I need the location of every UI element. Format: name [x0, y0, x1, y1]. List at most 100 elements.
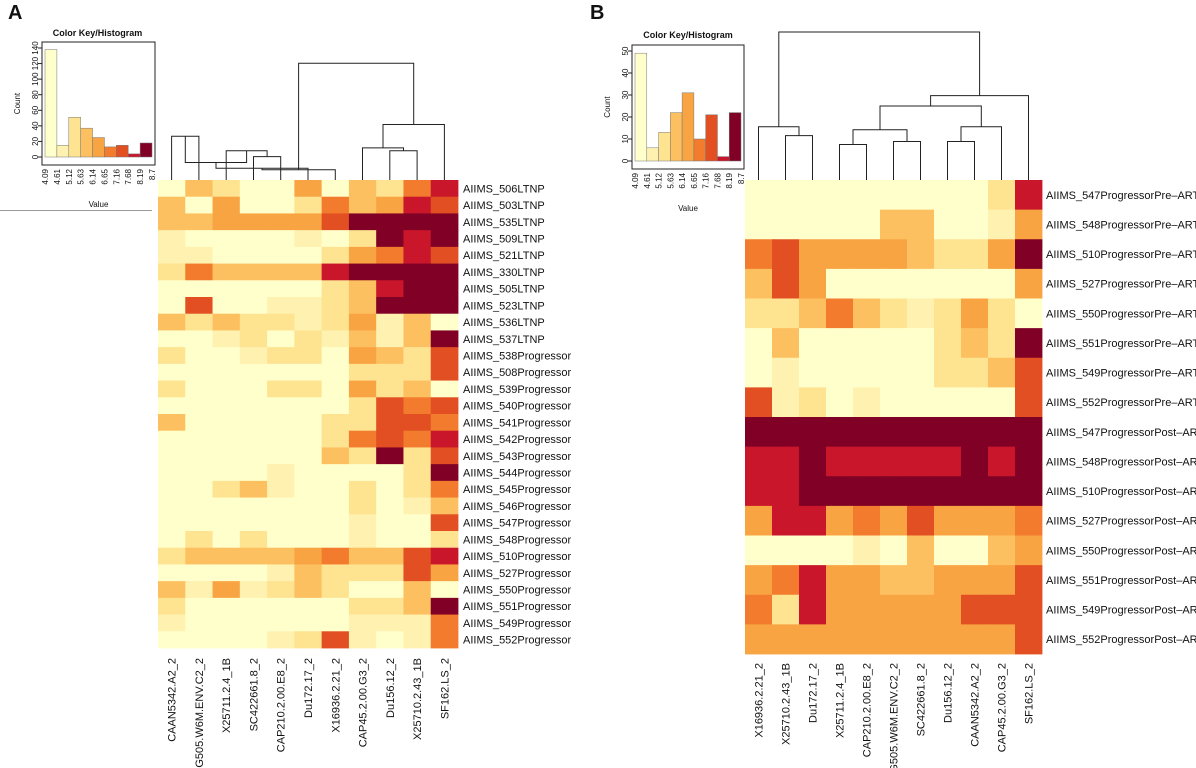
heatmap-cell: [185, 213, 213, 231]
heatmap-cell: [403, 363, 432, 381]
heatmap-cell: [853, 565, 881, 596]
heatmap-cell: [934, 209, 962, 240]
heatmap-cell: [239, 447, 268, 465]
heatmap-cell: [376, 280, 404, 298]
row-label: AIIMS_523LTNP: [463, 300, 545, 312]
heatmap-cell: [158, 430, 186, 448]
heatmap-cell: [267, 263, 295, 281]
row-label: AIIMS_550ProgressorPre–ART: [1046, 308, 1196, 320]
heatmap-cell: [403, 313, 432, 331]
heatmap-cell: [376, 397, 404, 415]
heatmap-cell: [826, 505, 854, 536]
heatmap-cell: [772, 505, 800, 536]
heatmap-cell: [212, 397, 241, 415]
heatmap-cell: [212, 313, 241, 331]
row-label: AIIMS_547ProgressorPre–ART: [1046, 190, 1196, 202]
heatmap-cell: [826, 594, 854, 625]
heatmap-cell: [772, 446, 800, 477]
heatmap-cell: [799, 268, 827, 299]
heatmap-cell: [1015, 298, 1043, 329]
heatmap-cell: [853, 328, 881, 359]
heatmap-cell: [185, 614, 213, 632]
histogram-bar: [658, 132, 671, 162]
heatmap-cell: [799, 594, 827, 625]
dendrogram-branch: [960, 126, 1002, 180]
heatmap-cell: [376, 447, 404, 465]
heatmap-cell: [376, 631, 404, 649]
heatmap-cell: [1015, 476, 1043, 507]
column-label: Du156.12_2: [385, 658, 397, 718]
heatmap-cell: [745, 535, 773, 566]
column-label: X25711.2.4_1B: [835, 663, 847, 738]
heatmap-cell: [745, 594, 773, 625]
heatmap-cell: [1015, 446, 1043, 477]
heatmap-cell: [1015, 535, 1043, 566]
heatmap-cell: [430, 230, 459, 248]
heatmap-cell: [880, 298, 908, 329]
heatmap-cell: [267, 497, 295, 515]
dendrogram-branch: [362, 147, 404, 180]
histogram-bar: [681, 92, 695, 162]
histogram-xtick-label: 7.16: [702, 172, 711, 188]
row-label: AIIMS_527ProgressorPre–ART: [1046, 279, 1196, 291]
column-label: CAP45.2.00.G3_2: [358, 658, 370, 747]
heatmap-cell: [961, 535, 989, 566]
column-label: CAAN5342.A2_2: [167, 658, 179, 742]
heatmap-cell: [961, 268, 989, 299]
column-label: SC422661.8_2: [916, 663, 928, 736]
heatmap-cell: [294, 297, 323, 315]
heatmap-cell: [934, 239, 962, 270]
heatmap-cell: [294, 347, 323, 365]
heatmap-cell: [321, 414, 350, 432]
heatmap-cell: [239, 564, 268, 582]
column-label: BG505.W6M.ENV.C2_2: [889, 663, 901, 768]
heatmap-cell: [934, 298, 962, 329]
heatmap-cell: [158, 480, 186, 498]
heatmap-cell: [745, 239, 773, 270]
heatmap-cell: [403, 213, 432, 231]
heatmap-cell: [961, 328, 989, 359]
heatmap-cell: [239, 531, 268, 549]
histogram-bar: [80, 127, 93, 158]
heatmap-cell: [321, 430, 350, 448]
heatmap-cell: [185, 397, 213, 415]
heatmap-cell: [239, 597, 268, 615]
dendrogram-branch: [852, 129, 908, 145]
row-label: AIIMS_540Progressor: [463, 401, 572, 413]
heatmap-cell: [1015, 565, 1043, 596]
heatmap-cell: [907, 446, 935, 477]
heatmap-cell: [880, 209, 908, 240]
heatmap-cell: [239, 180, 268, 198]
column-label: CAP210.2.00.E8_2: [276, 658, 288, 752]
heatmap-cell: [907, 209, 935, 240]
heatmap-cell: [988, 180, 1016, 211]
histogram-xtick-label: 5.63: [77, 168, 86, 184]
heatmap-cell: [158, 464, 186, 482]
heatmap-cell: [294, 380, 323, 398]
heatmap-cell: [826, 387, 854, 418]
row-label: AIIMS_542Progressor: [463, 434, 572, 446]
heatmap-cell: [907, 298, 935, 329]
heatmap-cell: [158, 631, 186, 649]
heatmap-cell: [745, 328, 773, 359]
heatmap-cell: [403, 380, 432, 398]
heatmap-cell: [239, 380, 268, 398]
heatmap-cell: [826, 298, 854, 329]
panel-letter-a: A: [8, 2, 23, 24]
heatmap-cell: [430, 347, 459, 365]
heatmap-cell: [348, 330, 377, 348]
heatmap-cell: [185, 330, 213, 348]
heatmap-cell: [294, 330, 323, 348]
heatmap-cell: [321, 564, 350, 582]
heatmap-cell: [430, 531, 459, 549]
heatmap-cell: [158, 230, 186, 248]
heatmap-cell: [212, 430, 241, 448]
heatmap-cell: [294, 196, 323, 214]
heatmap-cell: [1015, 239, 1043, 270]
heatmap-cell: [961, 417, 989, 448]
heatmap-cell: [212, 614, 241, 632]
row-label: AIIMS_505LTNP: [463, 284, 545, 296]
heatmap-cell: [799, 446, 827, 477]
heatmap-cell: [376, 196, 404, 214]
heatmap-cell: [185, 246, 213, 264]
